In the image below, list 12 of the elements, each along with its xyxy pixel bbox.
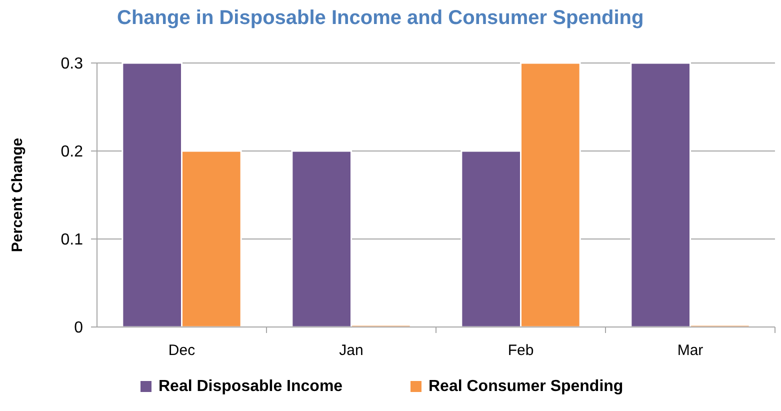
y-tick-label: 0.1	[60, 232, 84, 249]
chart-title: Change in Disposable Income and Consumer Spending	[117, 7, 644, 29]
y-axis-title: Percent Change	[9, 138, 26, 252]
legend-label: Real Consumer Spending	[428, 378, 624, 395]
x-tick-label: Jan	[339, 342, 364, 359]
legend-label: Real Disposable Income	[158, 378, 343, 395]
x-tick-label: Dec	[168, 342, 196, 359]
y-tick-label: 0.2	[60, 144, 84, 161]
y-tick-label: 0.3	[60, 56, 84, 73]
y-tick-label: 0	[74, 320, 84, 337]
x-tick-label: Mar	[677, 342, 704, 359]
x-tick-label: Feb	[508, 342, 534, 359]
